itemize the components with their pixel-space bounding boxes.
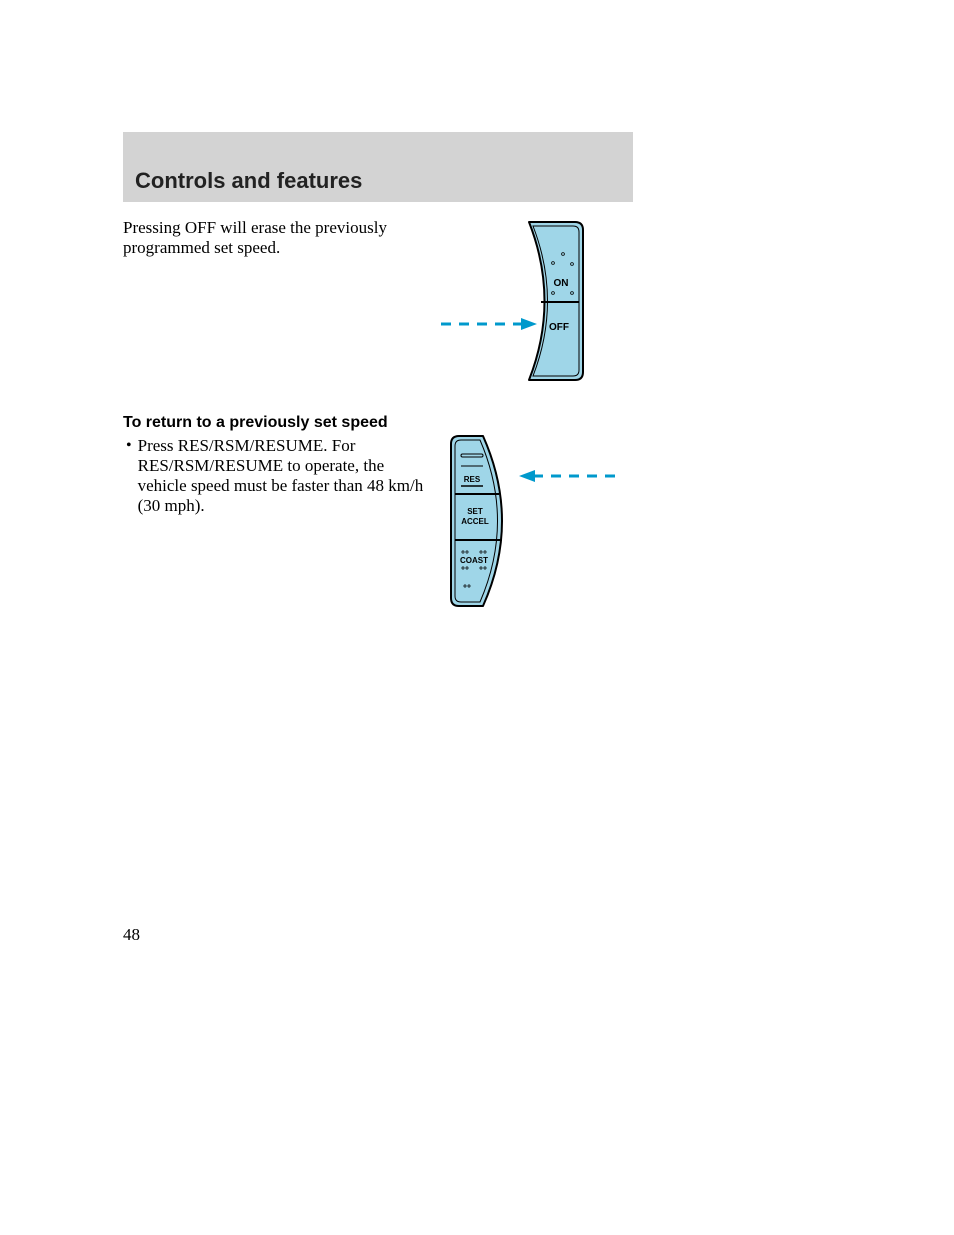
bullet-text: Press RES/RSM/RESUME. For RES/RSM/RESUME… bbox=[138, 436, 436, 516]
page-number: 48 bbox=[123, 925, 140, 945]
subheading-return-speed: To return to a previously set speed bbox=[123, 414, 388, 432]
page: Controls and features Pressing OFF will … bbox=[0, 0, 954, 1235]
page-title: Controls and features bbox=[123, 168, 362, 194]
svg-text:RES: RES bbox=[464, 475, 481, 484]
svg-text:COAST: COAST bbox=[460, 556, 488, 565]
header-band: Controls and features bbox=[123, 132, 633, 202]
svg-text:SET: SET bbox=[467, 507, 483, 516]
svg-text:OFF: OFF bbox=[549, 322, 569, 333]
bullet-item: • Press RES/RSM/RESUME. For RES/RSM/RESU… bbox=[126, 436, 436, 516]
bullet-marker: • bbox=[126, 437, 132, 455]
cruise-res-set-coast-diagram: RES SETACCEL COAST bbox=[425, 430, 635, 610]
svg-text:ON: ON bbox=[554, 278, 569, 289]
paragraph-off-erase: Pressing OFF will erase the previously p… bbox=[123, 218, 388, 258]
svg-text:ACCEL: ACCEL bbox=[461, 517, 489, 526]
cruise-on-off-diagram: ON OFF bbox=[425, 216, 635, 386]
